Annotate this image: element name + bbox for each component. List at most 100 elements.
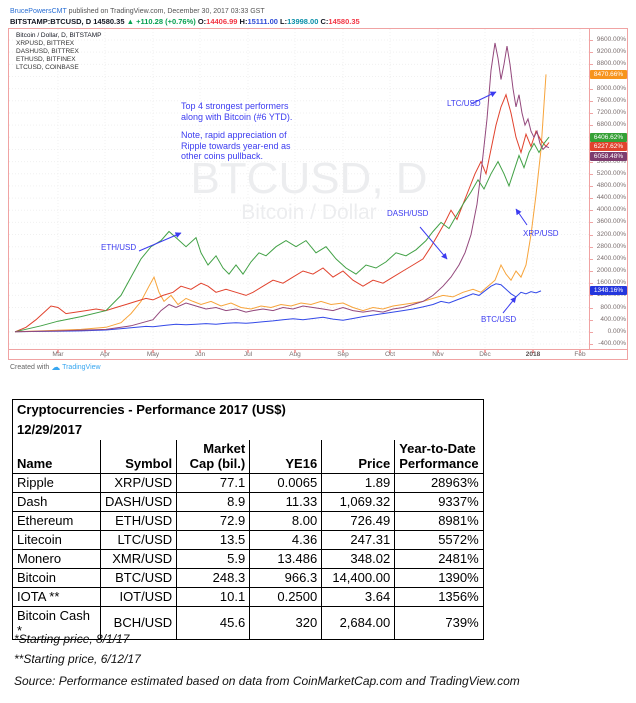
legend-line: Bitcoin / Dollar, D, BITSTAMP	[16, 32, 102, 39]
table-cell: 0.2500	[249, 586, 323, 607]
price-chart-plot	[9, 29, 589, 349]
price-tick-label: 4000.00%	[596, 206, 626, 214]
table-row: Litecoin LTC/USD 13.5 4.36 247.31 5572%	[12, 529, 484, 550]
ltc-price-badge: 6058.48%	[590, 151, 627, 161]
table-cell: BCH/USD	[99, 605, 178, 640]
table-row: IOTA ** IOT/USD 10.1 0.2500 3.64 1356%	[12, 586, 484, 607]
dash-line	[14, 93, 550, 333]
price-tick-mark	[590, 198, 593, 200]
table-row: Dash DASH/USD 8.9 11.33 1,069.32 9337%	[12, 491, 484, 512]
table-title: Cryptocurrencies - Performance 2017 (US$…	[12, 399, 484, 420]
price-tick-label: 2400.00%	[596, 254, 626, 262]
price-tick-mark	[590, 344, 593, 345]
symbol-info-bar: BITSTAMP:BTCUSD, D 14580.35 ▲ +110.28 (+…	[10, 17, 360, 26]
table-cell: 1390%	[394, 567, 484, 588]
table-cell: 320	[249, 605, 323, 640]
time-tick-label: Feb	[574, 351, 586, 358]
price-tick-mark	[590, 283, 593, 285]
column-header: YE16	[249, 439, 323, 474]
price-tick-label: 2000.00%	[596, 267, 626, 275]
price-tick-label: 9600.00%	[596, 36, 626, 43]
tradingview-cloud-icon: ☁	[51, 362, 61, 372]
author-link[interactable]: BrucePowersCMT	[10, 8, 67, 15]
table-cell: 4.36	[249, 529, 323, 550]
table-cell: 5572%	[394, 529, 484, 550]
table-cell: 726.49	[321, 510, 396, 531]
price-tick-label: 800.00%	[600, 303, 626, 311]
price-tick-label: 0.00%	[607, 327, 626, 335]
price-tick-mark	[590, 258, 593, 260]
price-tick-mark	[590, 307, 593, 309]
tradingview-brand-link[interactable]: TradingView	[62, 364, 101, 371]
ohlc-key: L:	[277, 17, 288, 26]
symbol-name: BITSTAMP:BTCUSD, D	[10, 17, 92, 26]
analyst-note: Top 4 strongest performers along with Bi…	[181, 101, 292, 162]
time-tick-label: Mar	[52, 351, 64, 358]
table-cell: XMR/USD	[99, 548, 178, 569]
time-tick-mark	[484, 350, 486, 353]
price-tick-label: 7200.00%	[596, 108, 626, 116]
price-tick-mark	[590, 234, 593, 236]
legend-line: LTCUSD, COINBASE	[16, 64, 79, 71]
table-cell: Ripple	[12, 472, 101, 493]
table-cell: LTC/USD	[99, 529, 178, 550]
price-tick-label: -400.00%	[598, 340, 626, 347]
annotation-arrows	[138, 91, 528, 314]
table-cell: ETH/USD	[99, 510, 178, 531]
table-row: Bitcoin Cash * BCH/USD 45.6 320 2,684.00 739%	[12, 605, 484, 640]
chart-frame: BTCUSD, D Bitcoin / Dollar Bitcoin / Dol…	[8, 28, 628, 360]
compare-legend: Bitcoin / Dollar, D, BITSTAMP XRPUSD, BIT…	[16, 32, 101, 72]
ohlc-key: H:	[237, 17, 248, 26]
time-tick-mark	[57, 350, 59, 353]
price-tick-mark	[590, 112, 593, 114]
table-cell: 739%	[394, 605, 484, 640]
table-cell: Dash	[12, 491, 101, 512]
xrp-line	[14, 74, 547, 333]
time-tick-mark	[247, 350, 249, 353]
created-with-text: Created with	[10, 364, 50, 371]
table-cell: 8.00	[249, 510, 323, 531]
eth-line	[14, 136, 550, 333]
ohlc-value: 14406.99	[206, 17, 238, 26]
price-tick-label: 3600.00%	[596, 218, 626, 226]
table-cell: 0.0065	[249, 472, 323, 493]
table-cell: 13.486	[249, 548, 323, 569]
price-tick-mark	[590, 295, 593, 297]
price-tick-mark	[590, 100, 593, 102]
performance-table: Cryptocurrencies - Performance 2017 (US$…	[12, 399, 484, 640]
table-row: Ripple XRP/USD 77.1 0.0065 1.89 28963%	[12, 472, 484, 493]
table-cell: 45.6	[176, 605, 251, 640]
time-tick-label: Apr	[99, 351, 111, 358]
time-tick-label: Dec	[479, 351, 491, 358]
time-tick-label: Jul	[243, 351, 253, 358]
eth-label: ETH/USD	[101, 243, 137, 252]
source-note: Source: Performance estimated based on d…	[14, 674, 520, 688]
ohlc-key: C:	[318, 17, 329, 26]
column-header: Market Cap (bil.)	[176, 439, 251, 474]
table-cell: 1.89	[321, 472, 396, 493]
time-axis-divider	[9, 349, 627, 350]
table-cell: 1356%	[394, 586, 484, 607]
table-cell: 14,400.00	[321, 567, 396, 588]
legend-line: DASHUSD, BITTREX	[16, 48, 79, 55]
footnote-2: **Starting price, 6/12/17	[14, 652, 141, 666]
price-axis-divider	[589, 29, 590, 349]
price-tick-label: 400.00%	[600, 315, 626, 323]
table-cell: 966.3	[249, 567, 323, 588]
price-tick-label: 4800.00%	[596, 181, 626, 189]
time-tick-mark	[532, 350, 534, 353]
btc-line	[14, 283, 542, 333]
table-cell: IOTA **	[12, 586, 101, 607]
time-axis[interactable]: Mar Apr May Jun Jul Aug Sep Oct Nov Dec 2018 Feb	[9, 350, 589, 360]
table-cell: 13.5	[176, 529, 251, 550]
price-tick-mark	[590, 210, 593, 212]
price-tick-mark	[590, 271, 593, 273]
chart-series-canvas	[9, 29, 589, 349]
time-tick-mark	[389, 350, 391, 353]
price-tick-mark	[590, 319, 593, 321]
price-tick-label: 4400.00%	[596, 194, 626, 202]
published-text: published on TradingView.com, December 3…	[66, 8, 265, 15]
ohlc-value: 15111.00	[247, 17, 278, 26]
price-tick-mark	[590, 173, 593, 175]
table-cell: 8.9	[176, 491, 251, 512]
